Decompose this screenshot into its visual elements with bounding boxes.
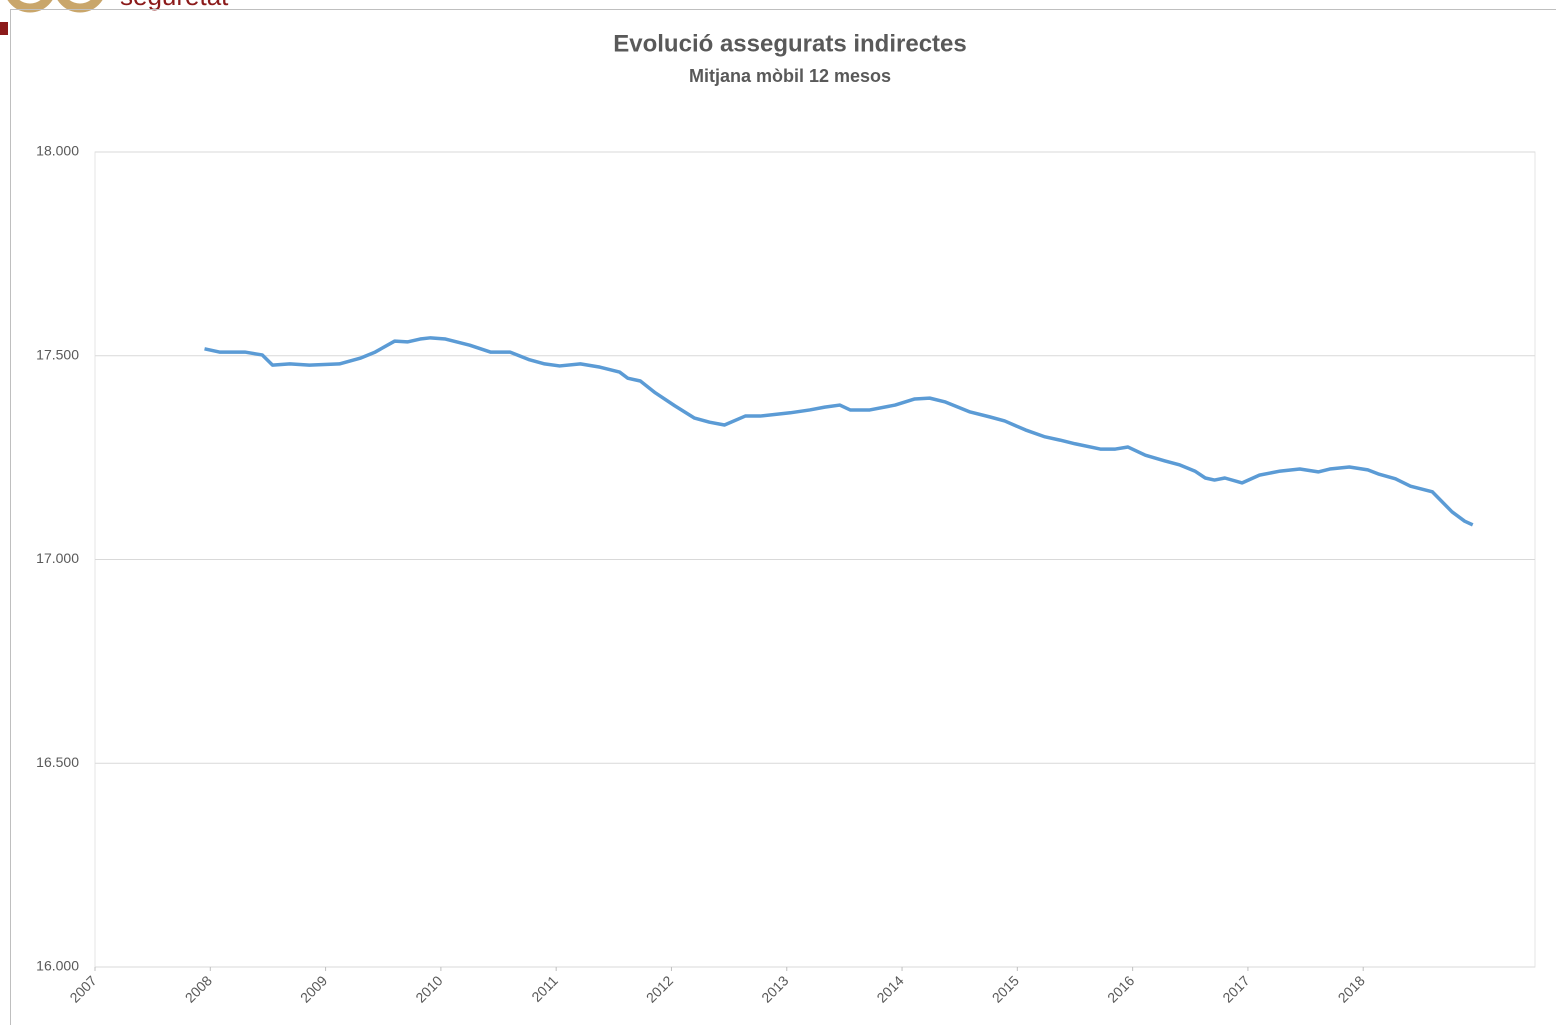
x-tick-label: 2018 — [1335, 972, 1368, 1005]
chart-subtitle: Mitjana mòbil 12 mesos — [689, 66, 891, 86]
y-tick-label: 18.000 — [36, 143, 79, 159]
y-tick-label: 17.500 — [36, 346, 79, 362]
logo-mark — [7, 0, 53, 13]
x-tick-label: 2015 — [989, 972, 1022, 1005]
logo-bar — [0, 22, 8, 35]
x-tick-label: 2009 — [297, 972, 330, 1005]
x-tick-label: 2016 — [1104, 972, 1137, 1005]
logo-text: seguretat — [120, 0, 229, 11]
y-tick-label: 16.000 — [36, 958, 79, 974]
chart-title: Evolució assegurats indirectes — [613, 30, 966, 57]
x-tick-label: 2007 — [66, 972, 99, 1005]
x-tick-label: 2010 — [412, 972, 445, 1005]
y-tick-label: 17.000 — [36, 550, 79, 566]
x-tick-label: 2014 — [873, 972, 906, 1005]
y-tick-label: 16.500 — [36, 754, 79, 770]
logo-mark — [57, 0, 103, 13]
x-tick-label: 2017 — [1219, 972, 1252, 1005]
data-line — [204, 336, 1474, 527]
x-tick-label: 2013 — [758, 972, 791, 1005]
x-tick-label: 2008 — [182, 972, 215, 1005]
x-tick-label: 2012 — [643, 972, 676, 1005]
x-tick-label: 2011 — [528, 972, 561, 1005]
